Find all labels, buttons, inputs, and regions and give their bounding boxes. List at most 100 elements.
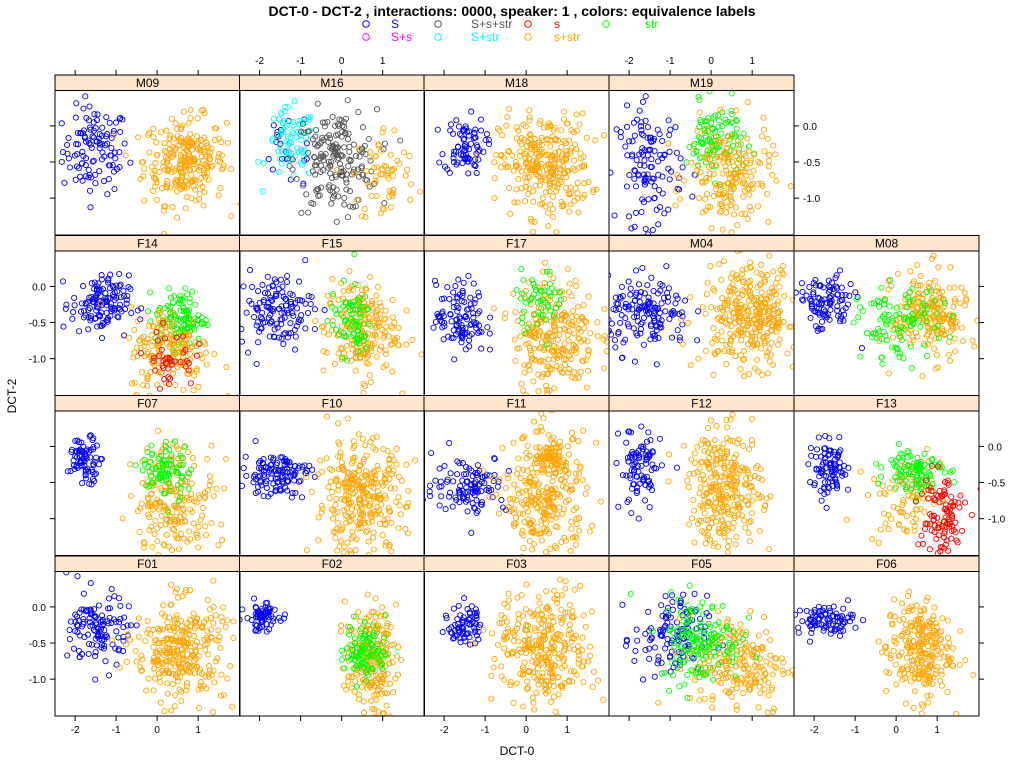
point-s-plus-str: [678, 316, 685, 323]
point-S-plus-s-plus-str: [303, 191, 310, 198]
point-s-plus-str: [325, 331, 332, 338]
point-str: [176, 296, 184, 303]
point-s-plus-str: [727, 189, 734, 196]
point-s-plus-str: [953, 318, 960, 325]
point-s-plus-str: [923, 332, 931, 339]
point-s-plus-str: [349, 286, 356, 293]
point-s-plus-str: [537, 163, 544, 170]
point-s-plus-str: [576, 121, 583, 128]
point-S: [674, 327, 681, 334]
point-str: [166, 480, 173, 487]
point-str: [921, 309, 928, 317]
point-str: [166, 487, 173, 494]
point-s-plus-str: [541, 148, 548, 155]
point-s-plus-str: [390, 186, 397, 193]
point-S: [461, 331, 468, 338]
point-S: [468, 467, 475, 474]
point-S: [98, 309, 105, 316]
point-s-plus-str: [127, 461, 134, 468]
point-S: [445, 333, 452, 340]
point-S: [464, 493, 471, 501]
point-S-plus-str: [275, 148, 282, 155]
point-s-plus-str: [572, 541, 579, 548]
point-S: [93, 117, 101, 124]
point-S: [265, 284, 272, 291]
point-s-plus-str: [352, 354, 359, 362]
point-s-plus-str: [382, 476, 389, 483]
point-S: [289, 468, 296, 475]
point-s-plus-str: [741, 373, 748, 380]
point-s-plus-str: [515, 490, 522, 497]
point-s-plus-str: [740, 279, 747, 286]
point-s-plus-str: [573, 515, 580, 522]
point-str: [879, 313, 886, 320]
point-S: [616, 305, 623, 313]
point-s-plus-str: [202, 523, 209, 530]
point-S: [90, 127, 97, 134]
point-s-plus-str: [538, 427, 545, 434]
point-s-plus-str: [338, 323, 345, 330]
point-str: [513, 286, 520, 294]
point-S: [104, 140, 111, 147]
point-s-plus-str: [746, 203, 753, 211]
point-S: [265, 156, 272, 163]
point-s-plus-str: [357, 355, 364, 362]
point-s-plus-str: [542, 203, 549, 210]
point-s-plus-str: [958, 324, 965, 331]
point-s-plus-str: [196, 196, 203, 203]
point-S-plus-s-plus-str: [309, 136, 317, 143]
point-s-plus-str: [803, 337, 808, 342]
point-S: [302, 325, 309, 332]
point-S: [85, 468, 92, 475]
point-S: [284, 465, 291, 472]
point-s-plus-str: [556, 352, 563, 359]
point-S: [115, 314, 122, 321]
point-s-plus-str: [714, 331, 721, 338]
point-str: [530, 280, 537, 287]
point-S: [281, 309, 288, 316]
point-s-plus-str: [729, 158, 736, 165]
point-S: [71, 302, 78, 309]
point-s-plus-str: [367, 273, 374, 281]
point-s-plus-str: [962, 295, 970, 302]
point-S: [321, 307, 328, 314]
point-s-plus-str: [122, 152, 129, 159]
point-S: [60, 323, 67, 330]
point-S-plus-s-plus-str: [341, 123, 348, 130]
point-s-plus-str: [516, 510, 523, 517]
point-S: [641, 303, 648, 310]
point-S: [260, 456, 267, 463]
point-s-plus-str: [680, 177, 687, 184]
point-S: [300, 180, 307, 187]
point-S: [611, 212, 618, 219]
point-s-plus-str: [152, 517, 159, 525]
point-s-plus-str: [303, 474, 310, 481]
point-str: [177, 485, 185, 492]
point-s-plus-str: [773, 328, 780, 335]
point-S: [93, 307, 100, 314]
point-s-plus-str: [744, 99, 751, 106]
point-s-plus-str: [573, 349, 580, 356]
point-str: [878, 354, 885, 361]
point-s-plus-str: [504, 163, 512, 170]
point-s-plus-str: [511, 481, 518, 488]
panel-F12: F12: [608, 395, 795, 556]
point-s-plus-str: [140, 382, 147, 389]
point-s-plus-str: [522, 123, 529, 130]
point-S: [624, 454, 631, 461]
point-s-plus-str: [349, 528, 356, 535]
point-S: [639, 319, 646, 326]
point-s-plus-str: [693, 167, 700, 174]
point-S: [655, 335, 662, 342]
point-s-plus-str: [168, 169, 175, 176]
point-S: [450, 159, 457, 166]
point-s-plus-str: [510, 290, 517, 297]
point-S: [83, 447, 90, 454]
point-s-plus-str: [397, 511, 404, 518]
point-s-plus-str: [576, 527, 583, 534]
point-S: [288, 300, 295, 307]
point-s-plus-str: [743, 265, 750, 272]
point-S: [268, 297, 276, 304]
point-s-plus-str: [303, 547, 310, 554]
point-S-plus-s-plus-str: [332, 149, 339, 156]
